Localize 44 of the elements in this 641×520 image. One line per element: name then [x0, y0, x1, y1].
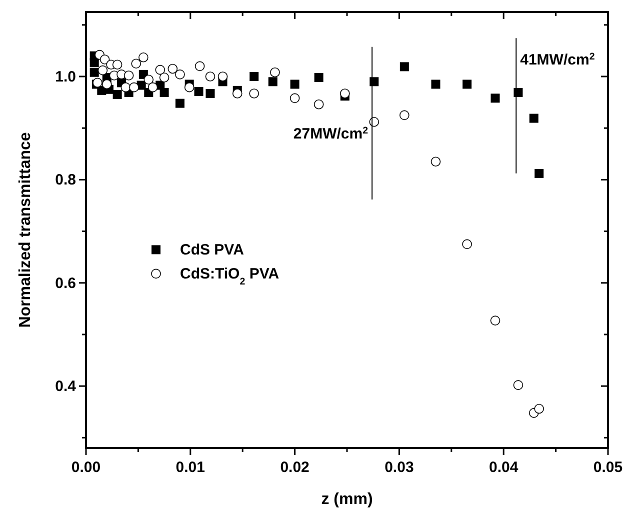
ref-line-label: 27MW/cm$^{2}$ — [293, 124, 369, 142]
y-tick-label: 0.6 — [55, 274, 76, 292]
point — [534, 169, 544, 178]
point — [462, 80, 472, 89]
point — [184, 82, 194, 92]
point — [129, 82, 139, 92]
x-tick-label: 0.03 — [384, 459, 414, 476]
point — [124, 70, 134, 80]
point — [232, 88, 242, 98]
point — [218, 72, 228, 82]
y-tick-label: 0.4 — [55, 378, 77, 396]
point — [534, 404, 544, 414]
point — [112, 60, 122, 70]
x-tick-label: 0.01 — [176, 459, 205, 476]
x-tick-label: 0.00 — [71, 459, 101, 476]
point — [529, 114, 538, 123]
y-tick-label: 0.8 — [55, 172, 76, 189]
x-axis-title: z (mm) — [321, 491, 373, 508]
point — [490, 94, 500, 103]
point — [268, 77, 278, 86]
point — [206, 89, 215, 98]
point — [250, 72, 259, 81]
ref-line-label: 41MW/cm$^{2}$ — [520, 50, 596, 68]
point — [90, 58, 99, 68]
point — [90, 68, 99, 77]
point — [112, 90, 122, 100]
point — [314, 73, 324, 82]
point — [120, 82, 131, 92]
point — [148, 82, 158, 92]
x-tick-label: 0.04 — [489, 459, 519, 476]
point — [340, 88, 350, 98]
legend-label: CdS:TiO$_{2}$ PVA — [180, 266, 280, 288]
point — [194, 86, 204, 96]
x-tick-label: 0.05 — [593, 459, 623, 476]
x-tick-label: 0.02 — [280, 459, 310, 476]
y-axis-title: Normalized transmittance — [17, 132, 34, 328]
point — [400, 62, 409, 72]
point — [175, 98, 184, 108]
point — [290, 80, 300, 89]
point — [160, 88, 169, 97]
point — [102, 79, 112, 90]
point — [431, 80, 440, 89]
y-tick-label: 1.0 — [55, 68, 76, 86]
legend-label: CdS PVA — [180, 242, 244, 259]
